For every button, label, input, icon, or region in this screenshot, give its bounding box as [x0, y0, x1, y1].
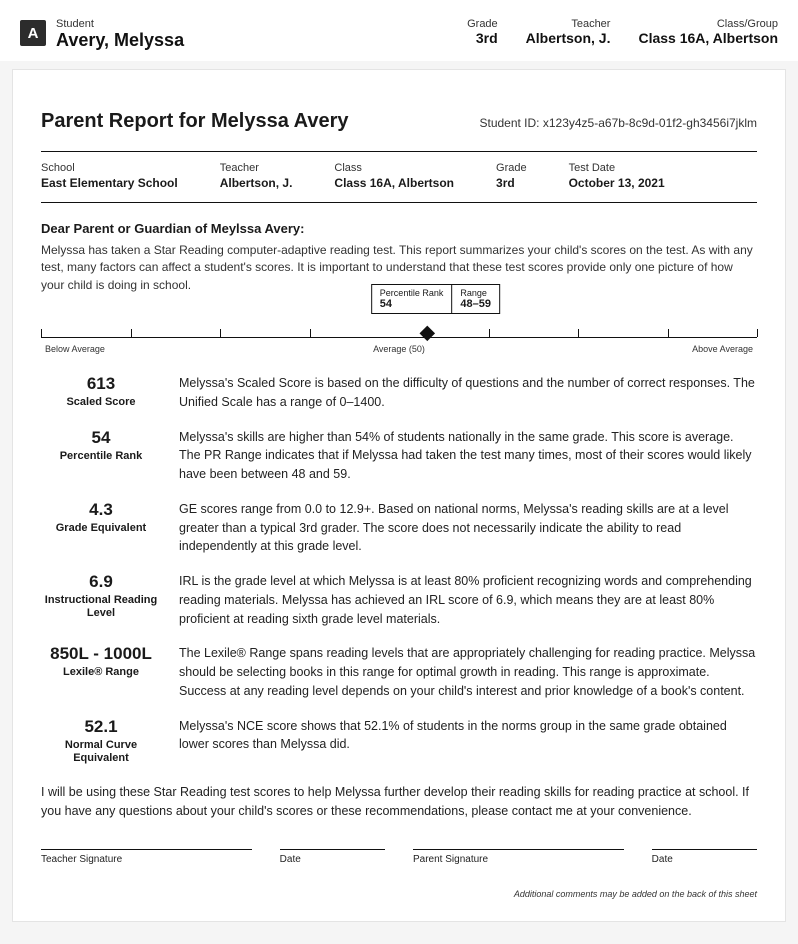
- score-block: 850L - 1000L Lexile® Range The Lexile® Ran…: [41, 644, 757, 700]
- header-student: A Student Avery, Melyssa: [20, 18, 184, 51]
- scale-tick: [41, 329, 42, 337]
- score-block: 6.9Instructional Reading Level IRL is the…: [41, 572, 757, 628]
- score-value: 4.3: [41, 500, 161, 520]
- greeting: Dear Parent or Guardian of Meylssa Avery…: [41, 221, 757, 236]
- score-value-col: 6.9Instructional Reading Level: [41, 572, 161, 628]
- meta-class: Class Class 16A, Albertson: [334, 162, 454, 190]
- score-value-col: 54 Percentile Rank: [41, 428, 161, 484]
- scale-tick: [310, 329, 311, 337]
- teacher-date: Date: [280, 849, 385, 865]
- scale-tick: [757, 329, 758, 337]
- scores-list: 613 Scaled Score Melyssa's Scaled Score is…: [41, 374, 757, 765]
- meta-test-date: Test Date October 13, 2021: [569, 162, 665, 190]
- signature-row: Teacher Signature Date Parent Signature …: [41, 849, 757, 865]
- parent-signature: Parent Signature: [413, 849, 624, 865]
- score-value-col: 613 Scaled Score: [41, 374, 161, 412]
- score-label: Grade Equivalent: [41, 522, 161, 535]
- score-description: The Lexile® Range spans reading levels t…: [179, 644, 757, 700]
- report-page: Parent Report for Melyssa Avery Student …: [12, 69, 786, 922]
- score-description: GE scores range from 0.0 to 12.9+. Based…: [179, 500, 757, 556]
- header-meta: Grade 3rd Teacher Albertson, J. Class/Gr…: [467, 18, 778, 46]
- score-block: 4.3 Grade Equivalent GE scores range from …: [41, 500, 757, 556]
- score-label: Scaled Score: [41, 396, 161, 409]
- score-description: Melyssa's skills are higher than 54% of …: [179, 428, 757, 484]
- report-title: Parent Report for Melyssa Avery: [41, 110, 349, 133]
- student-name: Avery, Melyssa: [56, 30, 184, 51]
- score-value-col: 850L - 1000L Lexile® Range: [41, 644, 161, 700]
- closing-text: I will be using these Star Reading test …: [41, 783, 757, 821]
- header-class: Class/Group Class 16A, Albertson: [638, 18, 778, 46]
- meta-school: School East Elementary School: [41, 162, 178, 190]
- report-meta-row: School East Elementary School Teacher Al…: [41, 152, 757, 202]
- scale-callout: Percentile Rank 54 Range 48–59: [371, 284, 500, 314]
- score-value: 6.9: [41, 572, 161, 592]
- score-value: 54: [41, 428, 161, 448]
- scale-mid-label: Average (50): [373, 344, 425, 354]
- score-value: 613: [41, 374, 161, 394]
- score-description: Melyssa's Scaled Score is based on the d…: [179, 374, 757, 412]
- meta-teacher: Teacher Albertson, J.: [220, 162, 293, 190]
- scale-above-label: Above Average: [692, 344, 753, 354]
- student-label: Student: [56, 18, 184, 30]
- score-block: 54 Percentile Rank Melyssa's skills are hi…: [41, 428, 757, 484]
- score-value: 850L - 1000L: [41, 644, 161, 664]
- scale-below-label: Below Average: [45, 344, 105, 354]
- score-value: 52.1: [41, 717, 161, 737]
- score-value-col: 52.1Normal Curve Equivalent: [41, 717, 161, 765]
- parent-date: Date: [652, 849, 757, 865]
- score-label: Percentile Rank: [41, 450, 161, 463]
- score-label: Normal Curve Equivalent: [41, 739, 161, 765]
- percentile-scale: Percentile Rank 54 Range 48–59 Below Ave…: [41, 324, 757, 358]
- student-icon: A: [20, 20, 46, 46]
- teacher-signature: Teacher Signature: [41, 849, 252, 865]
- divider: [41, 202, 757, 203]
- score-value-col: 4.3 Grade Equivalent: [41, 500, 161, 556]
- scale-tick: [131, 329, 132, 337]
- scale-tick: [668, 329, 669, 337]
- student-id: Student ID: x123y4z5-a67b-8c9d-01f2-gh34…: [479, 116, 757, 130]
- meta-grade: Grade 3rd: [496, 162, 527, 190]
- header-grade: Grade 3rd: [467, 18, 498, 46]
- scale-axis: [41, 324, 757, 338]
- score-description: IRL is the grade level at which Melyssa …: [179, 572, 757, 628]
- score-description: Melyssa's NCE score shows that 52.1% of …: [179, 717, 757, 765]
- score-block: 52.1Normal Curve Equivalent Melyssa's NCE…: [41, 717, 757, 765]
- header-bar: A Student Avery, Melyssa Grade 3rd Teach…: [0, 0, 798, 61]
- score-label: Lexile® Range: [41, 666, 161, 679]
- scale-marker-icon: [419, 326, 435, 342]
- scale-tick: [578, 329, 579, 337]
- footnote: Additional comments may be added on the …: [41, 889, 757, 899]
- header-teacher: Teacher Albertson, J.: [526, 18, 611, 46]
- scale-tick: [220, 329, 221, 337]
- score-block: 613 Scaled Score Melyssa's Scaled Score is…: [41, 374, 757, 412]
- scale-tick: [489, 329, 490, 337]
- score-label: Instructional Reading Level: [41, 594, 161, 620]
